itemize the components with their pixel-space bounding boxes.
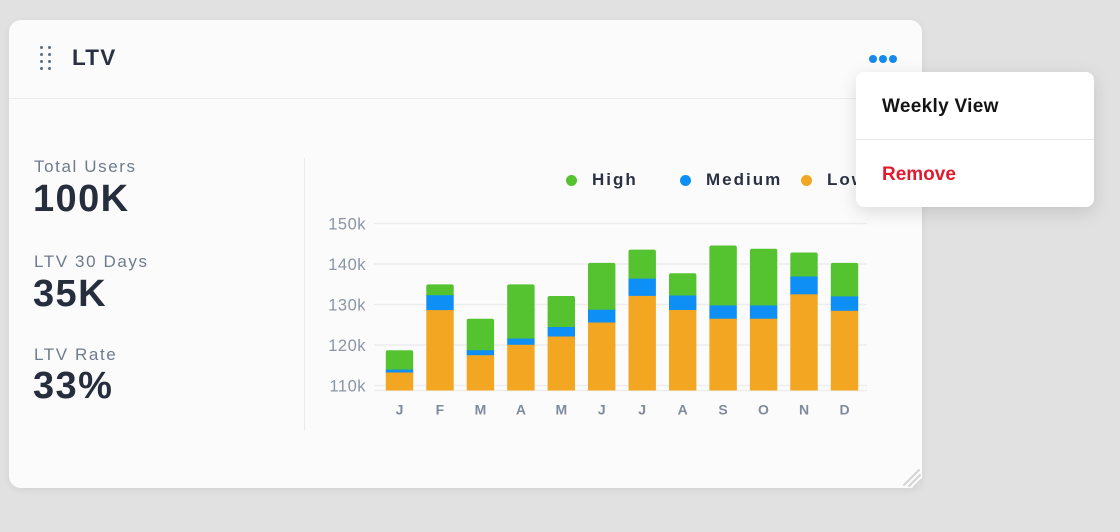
- svg-text:A: A: [516, 402, 526, 418]
- svg-text:A: A: [678, 402, 688, 418]
- svg-text:130k: 130k: [328, 297, 366, 315]
- svg-text:110k: 110k: [329, 378, 366, 396]
- svg-text:M: M: [555, 402, 567, 418]
- svg-text:N: N: [799, 402, 809, 418]
- svg-text:J: J: [638, 402, 646, 418]
- svg-text:150k: 150k: [328, 216, 366, 234]
- svg-text:D: D: [839, 402, 849, 418]
- svg-text:120k: 120k: [328, 337, 366, 355]
- svg-text:M: M: [475, 402, 487, 418]
- svg-text:O: O: [758, 402, 769, 418]
- svg-text:J: J: [396, 402, 404, 418]
- svg-text:S: S: [718, 402, 727, 418]
- svg-text:140k: 140k: [328, 256, 366, 274]
- svg-text:J: J: [598, 402, 606, 418]
- svg-text:F: F: [436, 402, 445, 418]
